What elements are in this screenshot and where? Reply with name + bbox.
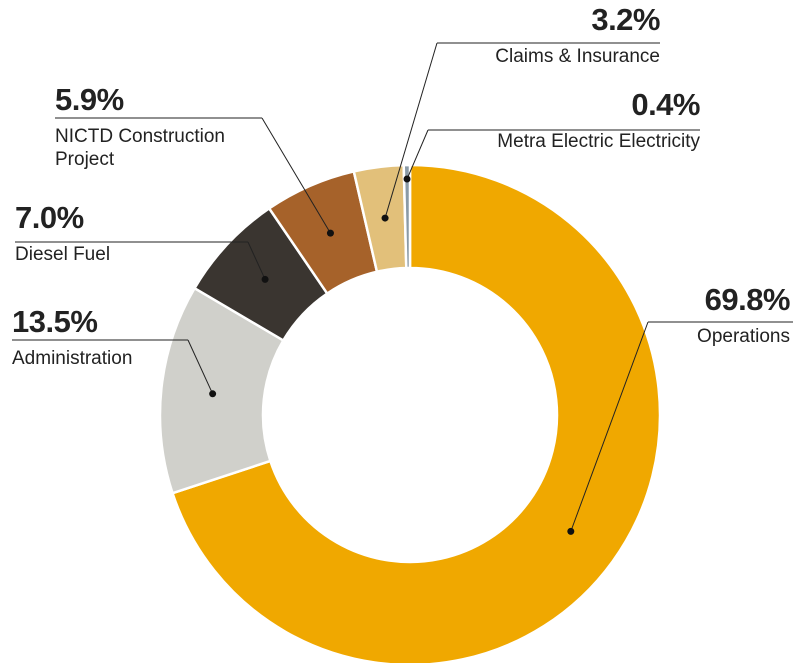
leader-line [570,321,649,532]
category-label: Metra Electric Electricity [497,131,700,152]
value-label: 5.9% [55,82,124,117]
label: 5.9% NICTD Construction Project [55,83,275,171]
leader-line [261,117,331,234]
label: 69.8% Operations [697,283,790,348]
leader-line [187,339,214,395]
leader-line [384,42,438,219]
leader-dot [403,175,411,183]
leader-line [247,241,266,280]
leader-line [406,129,429,180]
leader-dot [381,214,389,222]
label: 0.4% Metra Electric Electricity [497,88,700,153]
category-label: Operations [697,326,790,347]
leader-dot [326,229,334,237]
category-label: NICTD Construction Project [55,126,225,170]
donut-slice [402,163,412,270]
category-label: Diesel Fuel [15,244,111,265]
donut-slice [170,163,662,663]
leader-dot [261,275,269,283]
value-label: 3.2% [591,2,660,37]
label: 3.2% Claims & Insurance [495,3,660,68]
category-label: Administration [12,348,133,369]
value-label: 13.5% [12,304,98,339]
label: 7.0% Diesel Fuel [15,201,110,266]
category-label: Claims & Insurance [495,46,660,67]
value-label: 0.4% [631,87,700,122]
leader-dot [567,527,575,535]
value-label: 7.0% [15,200,84,235]
value-label: 69.8% [704,282,791,317]
label: 13.5% Administration [12,305,132,370]
leader-dot [209,390,217,398]
